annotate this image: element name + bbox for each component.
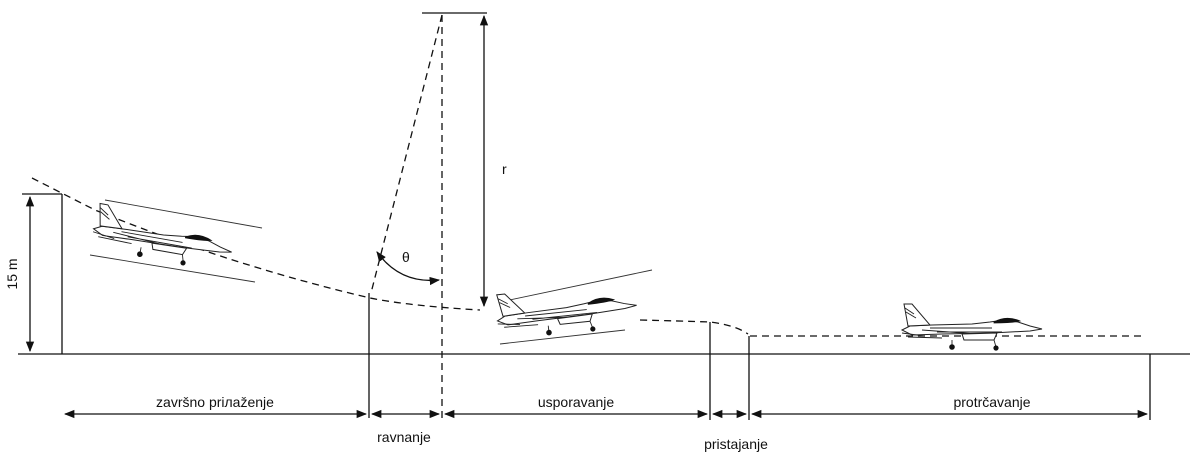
radius-label: r (502, 161, 507, 177)
attitude-line-4 (499, 329, 626, 345)
theta-label: θ (402, 249, 410, 265)
attitude-line-3 (499, 269, 653, 303)
rollout-label: protrčavanje (953, 394, 1030, 410)
aircraft-flare (494, 279, 640, 342)
theta-arc (376, 251, 441, 286)
approach-path (31, 177, 481, 311)
aircraft-rollout (901, 303, 1043, 351)
attitude-line-1 (104, 199, 263, 229)
aircraft-approach (89, 202, 237, 274)
flare-label: ravnanje (377, 429, 431, 445)
height-label: 15 m (4, 258, 20, 289)
touchdown-label: pristajanje (704, 436, 768, 452)
deceleration-label: usporavanje (538, 394, 614, 410)
final-approach-label: završno priлаženje (156, 394, 274, 410)
deceleration-path (639, 319, 749, 335)
attitude-line-2 (89, 254, 256, 283)
